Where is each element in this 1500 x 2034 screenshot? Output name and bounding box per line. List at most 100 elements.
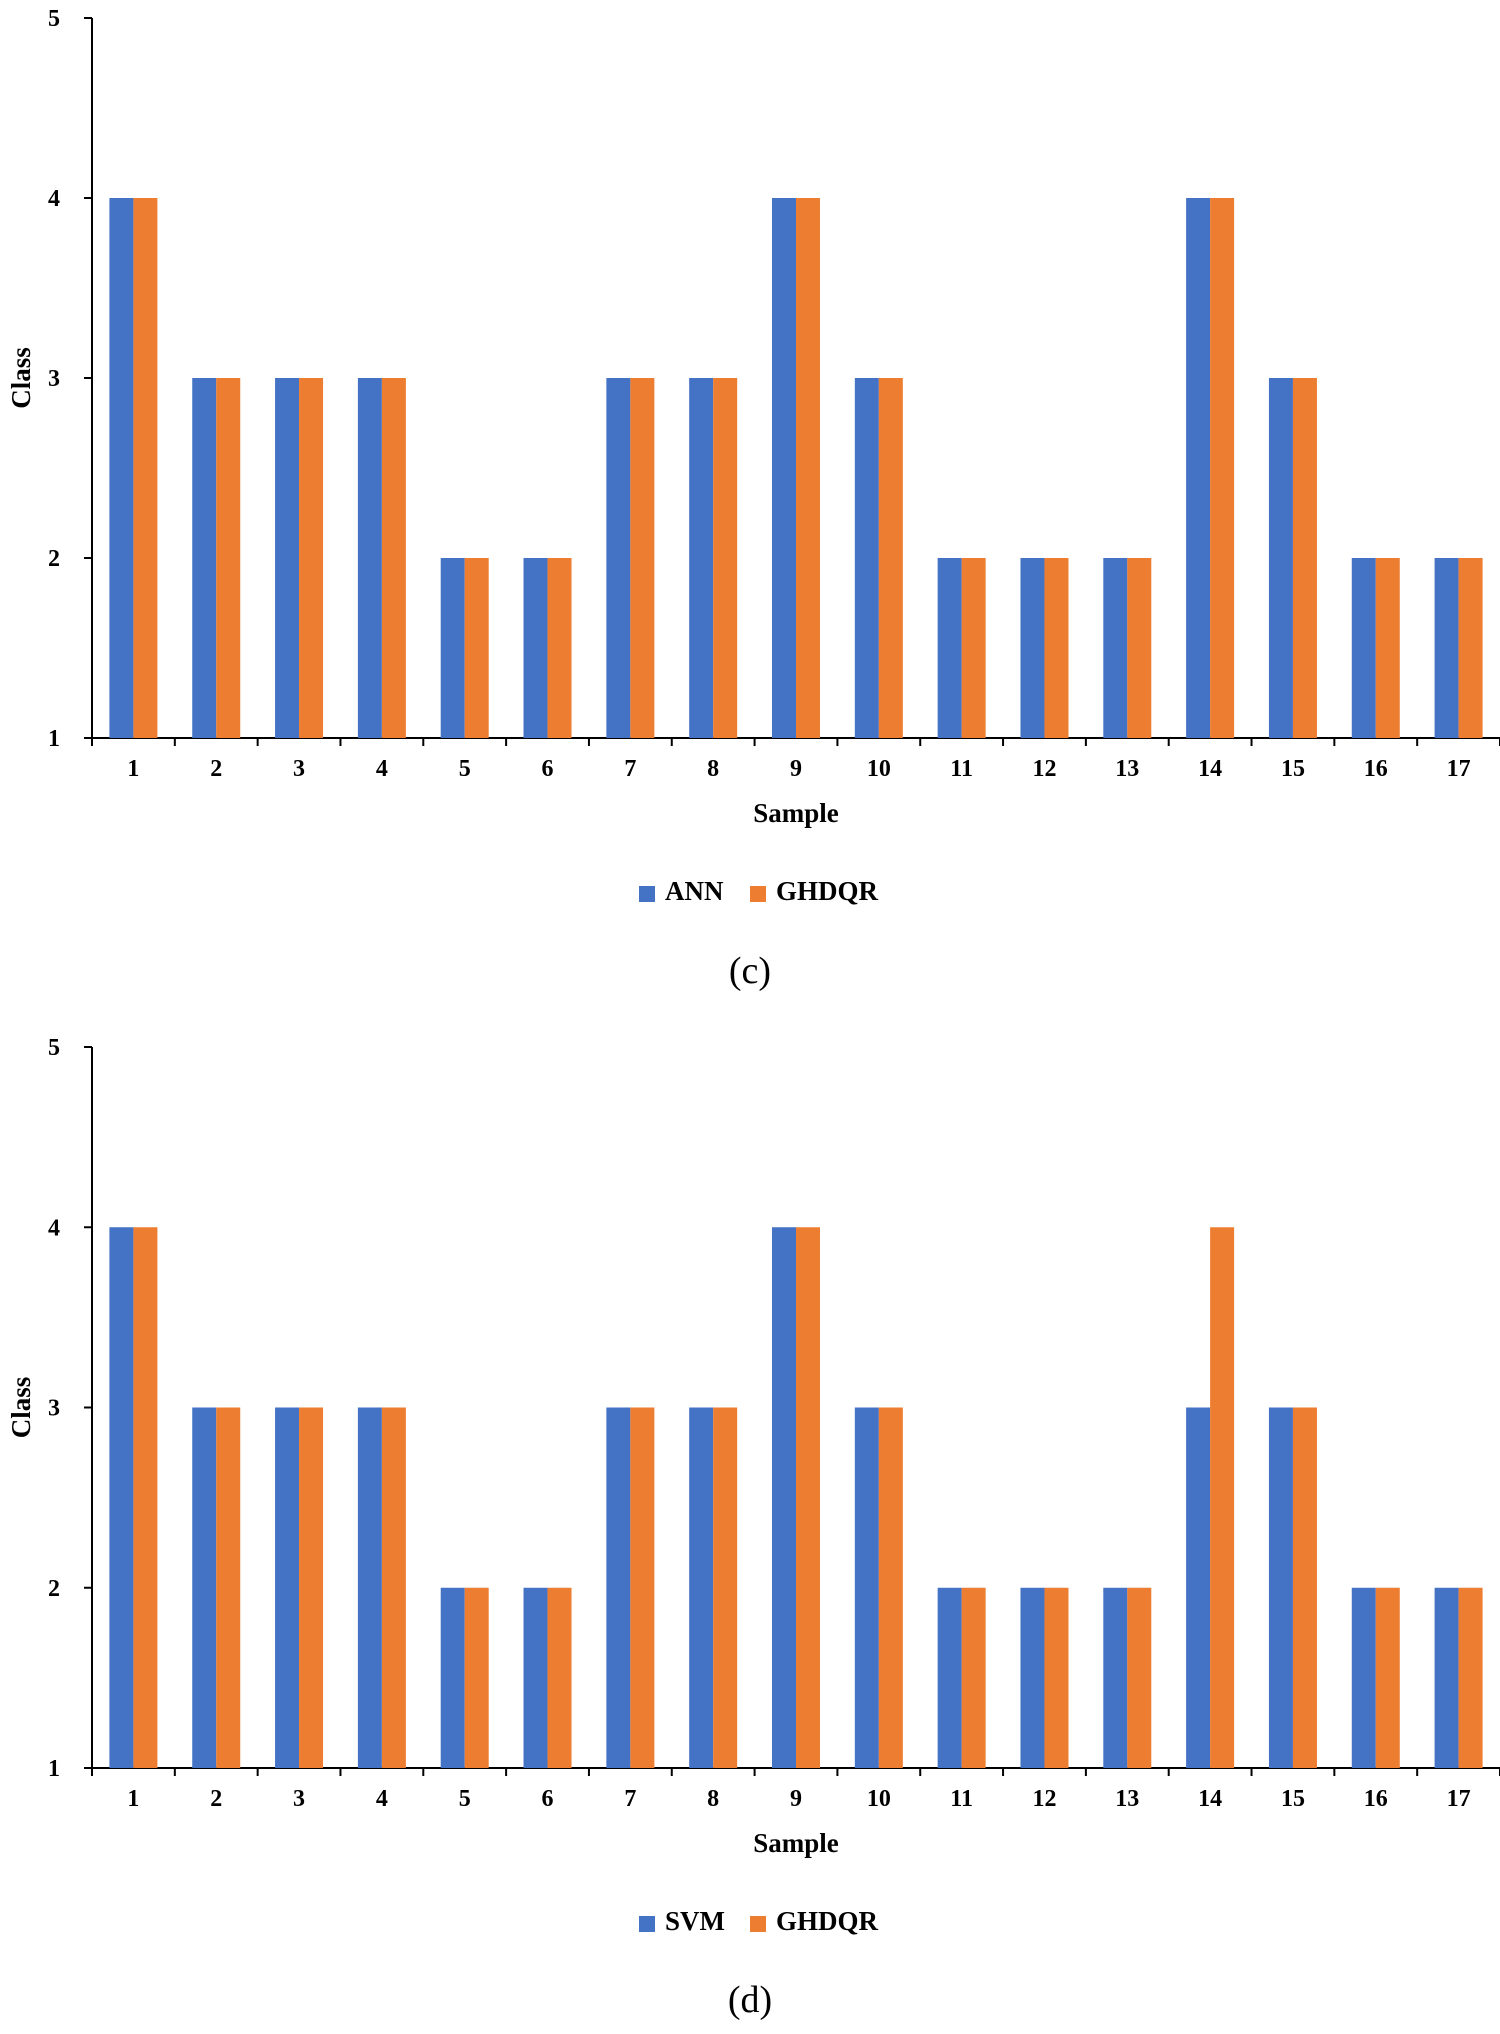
y-tick-label: 5 xyxy=(48,6,60,32)
bar-svm-sample-13 xyxy=(1103,1587,1128,1768)
x-tick-label: 8 xyxy=(707,756,719,782)
bar-ann-sample-17 xyxy=(1434,558,1459,738)
y-tick-label: 4 xyxy=(48,186,60,212)
bar-ghdqr-sample-9 xyxy=(796,198,820,738)
legend-swatch-svm xyxy=(639,1916,655,1932)
y-tick-label: 2 xyxy=(48,1576,60,1602)
bar-ann-sample-6 xyxy=(523,558,548,738)
bar-ann-sample-10 xyxy=(854,378,879,738)
bar-svm-sample-6 xyxy=(523,1587,548,1768)
x-tick-label: 6 xyxy=(542,756,554,782)
x-tick-label: 13 xyxy=(1115,756,1139,782)
bar-ann-sample-7 xyxy=(606,378,631,738)
x-tick-label: 15 xyxy=(1281,1786,1305,1812)
bar-ghdqr-sample-2 xyxy=(216,378,241,738)
x-tick-label: 6 xyxy=(542,1786,554,1812)
x-tick-label: 11 xyxy=(950,1786,973,1812)
legend-label-ghdqr: GHDQR xyxy=(776,1906,879,1936)
x-tick-label: 12 xyxy=(1032,1786,1056,1812)
bar-ghdqr-sample-3 xyxy=(299,1407,324,1768)
y-axis-title: Class xyxy=(6,1377,36,1439)
bar-ghdqr-sample-6 xyxy=(547,1587,572,1768)
x-tick-label: 5 xyxy=(459,756,471,782)
legend-label-svm: SVM xyxy=(665,1906,725,1936)
bar-ann-sample-3 xyxy=(275,378,300,738)
x-tick-label: 14 xyxy=(1198,1786,1222,1812)
x-tick-label: 7 xyxy=(624,1786,636,1812)
x-axis-title: Sample xyxy=(753,798,839,828)
x-tick-label: 7 xyxy=(624,756,636,782)
bar-ghdqr-sample-15 xyxy=(1292,1407,1317,1768)
x-tick-label: 4 xyxy=(376,756,388,782)
y-tick-label: 3 xyxy=(48,1396,60,1422)
y-tick-label: 4 xyxy=(48,1215,60,1241)
bar-ghdqr-sample-8 xyxy=(713,378,738,738)
bar-ghdqr-sample-7 xyxy=(630,1407,655,1768)
bar-ann-sample-16 xyxy=(1351,558,1376,738)
bar-ann-sample-5 xyxy=(440,558,465,738)
panel-label: (c) xyxy=(729,950,771,992)
bar-svm-sample-9 xyxy=(772,1227,796,1768)
x-tick-label: 1 xyxy=(127,756,139,782)
bar-ghdqr-sample-11 xyxy=(961,1587,986,1768)
x-tick-label: 16 xyxy=(1364,1786,1388,1812)
bar-ghdqr-sample-15 xyxy=(1292,378,1317,738)
bar-svm-sample-11 xyxy=(937,1587,962,1768)
bar-ghdqr-sample-7 xyxy=(630,378,655,738)
bar-ann-sample-1 xyxy=(109,198,134,738)
legend-swatch-ghdqr xyxy=(750,886,766,902)
bar-svm-sample-3 xyxy=(275,1407,300,1768)
x-tick-label: 8 xyxy=(707,1786,719,1812)
x-tick-label: 17 xyxy=(1447,756,1471,782)
x-tick-label: 3 xyxy=(293,1786,305,1812)
bar-ghdqr-sample-11 xyxy=(961,558,986,738)
legend-swatch-ghdqr xyxy=(750,1916,766,1932)
legend: SVM GHDQR xyxy=(639,1906,879,1936)
x-tick-label: 12 xyxy=(1032,756,1056,782)
bar-svm-sample-8 xyxy=(689,1407,714,1768)
bar-ann-sample-9 xyxy=(772,198,796,738)
bar-svm-sample-15 xyxy=(1268,1407,1293,1768)
bar-ghdqr-sample-13 xyxy=(1127,1587,1152,1768)
y-tick-label: 1 xyxy=(48,1756,60,1782)
bar-ann-sample-4 xyxy=(357,378,382,738)
y-tick-label: 2 xyxy=(48,546,60,572)
x-tick-label: 14 xyxy=(1198,756,1222,782)
bar-ghdqr-sample-8 xyxy=(713,1407,738,1768)
bar-ann-sample-15 xyxy=(1268,378,1293,738)
bar-ghdqr-sample-14 xyxy=(1210,198,1235,738)
x-tick-label: 9 xyxy=(790,756,802,782)
x-tick-label: 9 xyxy=(790,1786,802,1812)
bar-ann-sample-14 xyxy=(1186,198,1211,738)
y-tick-label: 5 xyxy=(48,1035,60,1061)
x-tick-label: 17 xyxy=(1447,1786,1471,1812)
legend-label-ghdqr: GHDQR xyxy=(776,876,879,906)
bar-ann-sample-12 xyxy=(1020,558,1045,738)
bar-svm-sample-4 xyxy=(357,1407,382,1768)
x-tick-label: 2 xyxy=(210,756,222,782)
bar-ghdqr-sample-4 xyxy=(381,1407,406,1768)
x-tick-label: 5 xyxy=(459,1786,471,1812)
x-tick-label: 13 xyxy=(1115,1786,1139,1812)
bar-svm-sample-2 xyxy=(192,1407,217,1768)
bar-svm-sample-1 xyxy=(109,1227,134,1768)
bar-svm-sample-16 xyxy=(1351,1587,1376,1768)
bar-ann-sample-2 xyxy=(192,378,217,738)
y-tick-label: 3 xyxy=(48,366,60,392)
bar-ghdqr-sample-12 xyxy=(1044,1587,1069,1768)
bar-ann-sample-8 xyxy=(689,378,714,738)
bar-ghdqr-sample-10 xyxy=(878,1407,903,1768)
y-axis-title: Class xyxy=(6,347,36,409)
bar-ghdqr-sample-6 xyxy=(547,558,572,738)
x-tick-label: 4 xyxy=(376,1786,388,1812)
bar-ghdqr-sample-4 xyxy=(381,378,406,738)
panel-label: (d) xyxy=(728,1979,772,2021)
bar-svm-sample-10 xyxy=(854,1407,879,1768)
legend: ANN GHDQR xyxy=(639,876,879,906)
bar-ghdqr-sample-14 xyxy=(1210,1227,1235,1768)
bar-svm-sample-14 xyxy=(1186,1407,1211,1768)
legend-swatch-ann xyxy=(639,886,655,902)
x-axis-title: Sample xyxy=(753,1828,839,1858)
